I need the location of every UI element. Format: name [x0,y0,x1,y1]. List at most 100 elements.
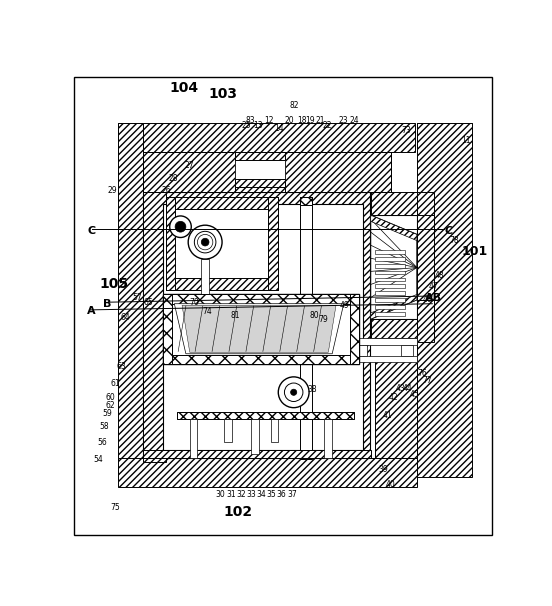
Bar [163,295,172,364]
Text: 101: 101 [461,245,488,258]
Bar [374,291,405,295]
Text: B: B [103,299,111,308]
Bar [235,179,285,187]
Text: C: C [87,225,95,236]
Bar [374,264,405,267]
Bar [163,295,359,364]
Text: 64: 64 [120,313,130,322]
Polygon shape [371,215,417,241]
Bar [251,419,259,454]
Text: 103: 103 [208,87,237,101]
Polygon shape [371,215,417,319]
Circle shape [201,238,209,246]
Bar [224,419,232,442]
Circle shape [169,216,192,238]
Bar [270,419,278,442]
Text: 73: 73 [401,126,411,135]
Bar [163,295,359,304]
Bar [268,198,278,290]
Bar [190,419,198,458]
Bar [355,345,367,356]
Bar [374,284,405,288]
Circle shape [284,383,303,402]
Text: 19: 19 [305,116,315,125]
Bar [374,278,405,281]
Bar [143,152,391,192]
Bar [374,250,405,254]
Bar [118,123,143,473]
Circle shape [290,389,297,395]
Text: 74: 74 [203,307,213,316]
Bar [163,204,363,450]
Text: 27: 27 [184,161,194,170]
Text: 34: 34 [256,490,266,499]
Text: 79: 79 [319,315,328,324]
Text: 29: 29 [107,186,117,195]
Text: 80: 80 [309,311,319,320]
Bar [166,278,278,290]
Text: 47: 47 [428,282,438,291]
Text: 77: 77 [422,376,432,385]
Text: 62: 62 [106,401,115,410]
Text: 18: 18 [298,116,307,125]
Text: 30: 30 [215,490,225,499]
Bar [300,198,312,205]
Text: 14: 14 [274,124,284,133]
Text: 28: 28 [169,175,178,184]
Text: 36: 36 [277,490,286,499]
Bar [235,152,285,192]
Bar [166,198,175,290]
Text: 25: 25 [241,121,251,130]
Text: 42: 42 [389,393,398,402]
Bar [350,295,359,364]
Text: 102: 102 [224,505,253,519]
Text: 54: 54 [93,454,103,464]
Text: 63: 63 [116,362,126,371]
Text: 37: 37 [288,490,298,499]
Text: A: A [87,307,96,316]
Text: 105: 105 [100,278,129,291]
Bar [201,259,209,294]
Bar [374,312,405,316]
Text: 26: 26 [161,186,171,195]
Text: 82: 82 [290,101,299,110]
Bar [143,152,391,192]
Text: 12: 12 [264,116,274,125]
Bar [371,215,417,319]
Bar [143,450,371,458]
Text: 46: 46 [422,295,432,304]
Text: 22: 22 [323,121,332,130]
Text: 83: 83 [246,116,256,125]
Text: 56: 56 [97,438,107,447]
Text: 65: 65 [144,298,153,307]
Bar [166,198,278,290]
Text: 39: 39 [378,465,388,474]
Bar [374,361,417,458]
Circle shape [278,377,309,408]
Text: 48: 48 [434,271,444,280]
Bar [371,192,417,215]
Text: 58: 58 [100,422,109,431]
Bar [374,305,405,309]
Text: 43: 43 [395,384,405,393]
Bar [355,356,417,362]
Bar [166,198,278,209]
Bar [374,257,405,261]
Text: 104: 104 [170,81,199,95]
Bar [300,198,312,459]
Text: C: C [444,225,453,236]
Text: 38: 38 [307,385,317,395]
Polygon shape [182,305,336,352]
Bar [417,123,473,152]
Text: 11: 11 [461,136,471,145]
Bar [325,419,332,458]
Bar [417,300,434,342]
Text: 21: 21 [315,116,325,125]
Polygon shape [174,304,344,354]
Text: 78: 78 [449,236,459,245]
Text: 81: 81 [231,311,240,320]
Bar [118,123,415,152]
Text: 31: 31 [226,490,236,499]
Text: 59: 59 [103,408,113,418]
Text: 49: 49 [340,301,349,310]
